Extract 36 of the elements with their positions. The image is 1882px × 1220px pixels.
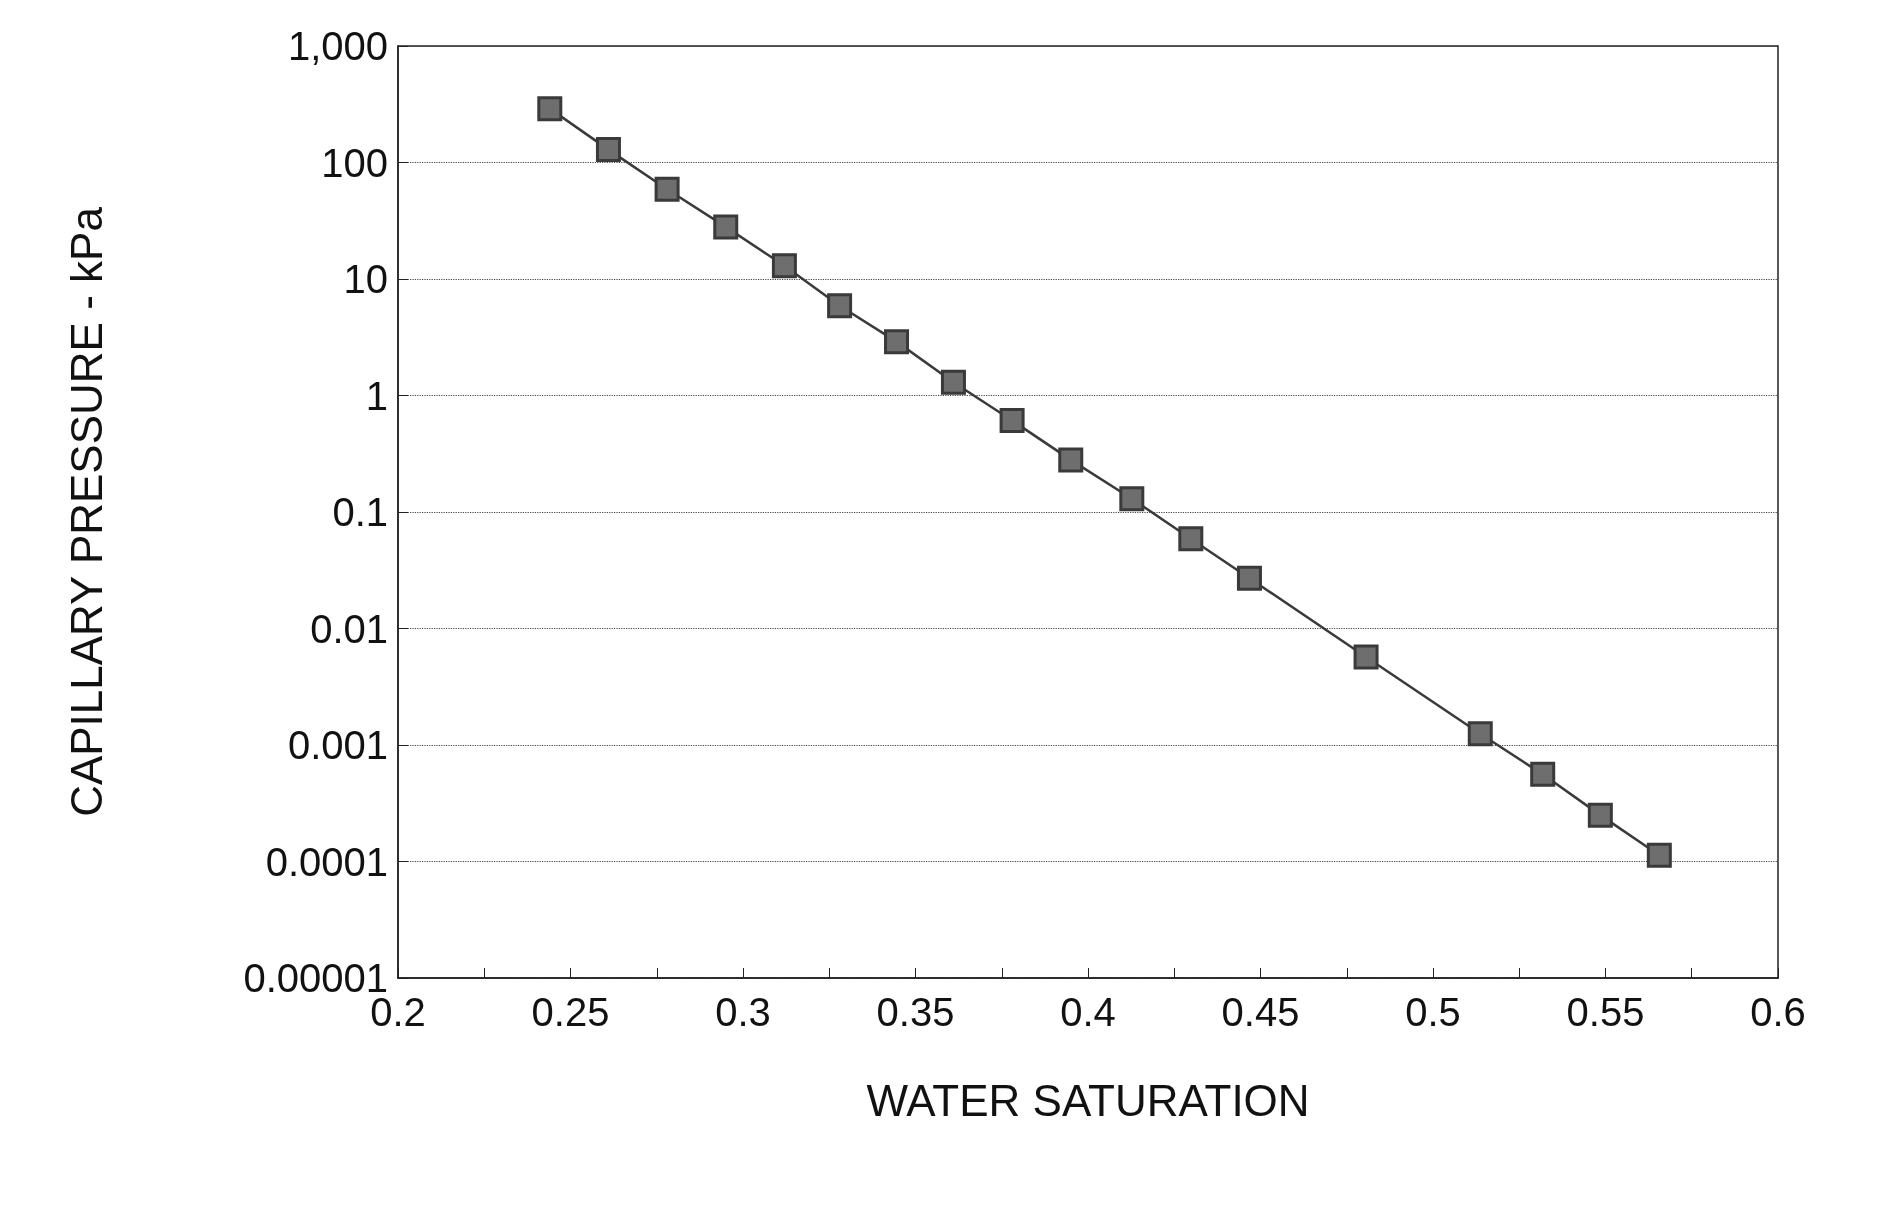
- y-tick-label: 10: [343, 257, 388, 301]
- point: [940, 369, 966, 395]
- point: [537, 96, 563, 122]
- y-tick-label: 100: [321, 140, 388, 185]
- point: [1353, 644, 1379, 670]
- x-axis-title: WATER SATURATION: [866, 1075, 1310, 1125]
- y-tick-label: 0.01: [310, 606, 388, 651]
- point: [1178, 526, 1204, 552]
- point: [654, 176, 680, 202]
- y-tick-label: 1,000: [287, 24, 388, 68]
- x-tick-label: 0.5: [1405, 990, 1461, 1034]
- point: [1119, 486, 1145, 512]
- point: [884, 329, 910, 355]
- y-tick-label: 1: [365, 373, 388, 418]
- x-tick-label: 0.4: [1060, 990, 1116, 1034]
- point: [595, 137, 621, 163]
- point: [1467, 721, 1493, 747]
- y-axis-title: CAPILLARY PRESSURE - kPa: [61, 206, 111, 817]
- point: [1530, 761, 1556, 787]
- x-tick-label: 0.35: [876, 990, 955, 1034]
- x-tick-label: 0.55: [1566, 990, 1645, 1034]
- point: [999, 408, 1025, 434]
- point: [827, 293, 853, 319]
- x-tick-label: 0.45: [1221, 990, 1300, 1034]
- point: [1587, 802, 1613, 828]
- x-tick-label: 0.6: [1750, 990, 1806, 1034]
- point: [713, 214, 739, 240]
- y-tick-label: 0.1: [332, 490, 388, 534]
- point: [1646, 842, 1672, 868]
- point: [1058, 447, 1084, 473]
- x-tick-label: 0.3: [715, 990, 771, 1034]
- point: [1236, 565, 1262, 591]
- y-tick-label: 0.001: [287, 723, 388, 767]
- point: [771, 253, 797, 279]
- x-tick-label: 0.25: [531, 990, 610, 1034]
- y-tick-label: 0.0001: [265, 839, 388, 884]
